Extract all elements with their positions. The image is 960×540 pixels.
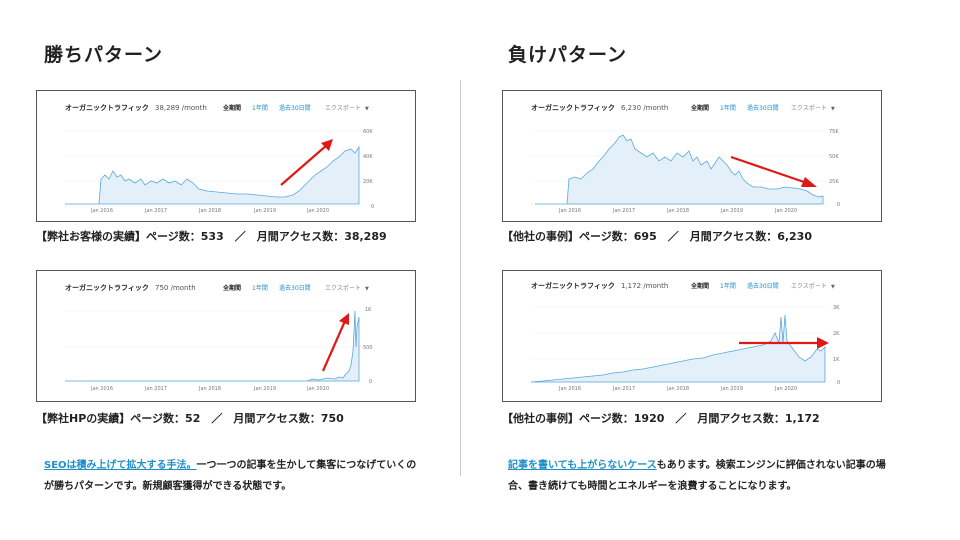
x-tick: Jan 2018	[198, 386, 221, 392]
tab-last-30-days[interactable]: 過去30日間	[747, 282, 779, 290]
traffic-area	[530, 314, 826, 383]
left-description: SEOは積み上げて拡大する手法。一つ一つの記事を生かして集客につなげていくのが勝…	[44, 455, 424, 497]
chevron-down-icon[interactable]: ▼	[831, 284, 835, 290]
tab-one-year[interactable]: 1年間	[720, 104, 736, 112]
chart-gridlines	[65, 310, 359, 382]
y-tick: 2K	[833, 331, 840, 337]
x-tick: Jan 2018	[666, 208, 689, 214]
tab-last-30-days[interactable]: 過去30日間	[279, 284, 311, 292]
chart-value: 38,289 /month	[155, 104, 207, 112]
export-dropdown[interactable]: エクスポート	[325, 284, 361, 292]
arrow-head	[817, 337, 829, 349]
y-tick: 1K	[365, 307, 372, 313]
arrow-head	[339, 313, 349, 325]
chevron-down-icon[interactable]: ▼	[831, 106, 835, 112]
chevron-down-icon[interactable]: ▼	[365, 106, 369, 112]
y-tick: 40K	[363, 154, 373, 160]
chart-title: オーガニックトラフィック	[531, 103, 615, 112]
traffic-chart-card-left-top: オーガニックトラフィック 38,289 /month 全期間 1年間 過去30日…	[36, 90, 416, 222]
tab-all-period[interactable]: 全期間	[690, 282, 709, 290]
y-tick: 60K	[363, 129, 373, 135]
traffic-chart-card-left-bottom: オーガニックトラフィック 750 /month 全期間 1年間 過去30日間 エ…	[36, 270, 416, 402]
x-tick: Jan 2019	[253, 386, 276, 392]
chart-title: オーガニックトラフィック	[531, 281, 615, 290]
x-tick: Jan 2017	[144, 386, 167, 392]
y-tick: 25K	[829, 179, 839, 185]
x-tick: Jan 2016	[558, 208, 581, 214]
y-tick: 3K	[833, 305, 840, 311]
right-description: 記事を書いても上がらないケースもあります。検索エンジンに評価されない記事の場合、…	[508, 455, 900, 497]
x-tick: Jan 2019	[253, 208, 276, 214]
right-description-text: もあります。検索エンジンに評価されない記事の場合、書き続けても時間とエネルギーを…	[508, 460, 886, 492]
y-tick: 0	[837, 380, 840, 386]
tab-last-30-days[interactable]: 過去30日間	[279, 104, 311, 112]
x-tick: Jan 2020	[306, 386, 329, 392]
y-tick: 20K	[363, 179, 373, 185]
y-tick: 75K	[829, 129, 839, 135]
left-description-text: 一つ一つの記事を生かして集客につなげていくのが勝ちパターンです。新規顧客獲得がで…	[44, 460, 417, 492]
chart-value: 6,230 /month	[621, 104, 668, 112]
tab-all-period[interactable]: 全期間	[222, 104, 241, 112]
x-tick: Jan 2019	[720, 386, 743, 392]
chart-value: 1,172 /month	[621, 282, 668, 290]
export-dropdown[interactable]: エクスポート	[325, 104, 361, 112]
tab-one-year[interactable]: 1年間	[252, 104, 268, 112]
chart-title: オーガニックトラフィック	[65, 283, 149, 292]
tab-one-year[interactable]: 1年間	[720, 282, 736, 290]
left-highlight-link[interactable]: SEOは積み上げて拡大する手法。	[44, 460, 197, 471]
y-tick: 0	[837, 202, 840, 208]
arrow-head	[321, 139, 333, 151]
tab-all-period[interactable]: 全期間	[222, 284, 241, 292]
chart-caption: 【弊社HPの実績】ページ数：52 ／ 月間アクセス数：750	[36, 412, 344, 425]
trend-arrow	[730, 155, 808, 185]
x-tick: Jan 2018	[198, 208, 221, 214]
x-tick: Jan 2016	[558, 386, 581, 392]
tab-last-30-days[interactable]: 過去30日間	[747, 104, 779, 112]
x-tick: Jan 2018	[666, 386, 689, 392]
x-tick: Jan 2020	[774, 208, 797, 214]
chart-caption: 【他社の事例】ページ数：695 ／ 月間アクセス数：6,230	[502, 230, 812, 243]
x-tick: Jan 2019	[720, 208, 743, 214]
y-tick: 0	[371, 204, 374, 210]
chart-caption: 【弊社お客様の実績】ページ数：533 ／ 月間アクセス数：38,289	[36, 230, 387, 243]
arrow-head	[801, 177, 817, 187]
trend-arrow	[321, 320, 347, 372]
y-tick: 1K	[833, 357, 840, 363]
x-tick: Jan 2017	[612, 208, 635, 214]
traffic-area	[65, 145, 360, 205]
x-tick: Jan 2020	[774, 386, 797, 392]
traffic-area	[65, 310, 360, 382]
chart-title: オーガニックトラフィック	[65, 103, 149, 112]
chevron-down-icon[interactable]: ▼	[365, 286, 369, 292]
traffic-area	[535, 134, 824, 205]
export-dropdown[interactable]: エクスポート	[791, 282, 827, 290]
y-tick: 500	[363, 345, 373, 351]
traffic-chart-card-right-bottom: オーガニックトラフィック 1,172 /month 全期間 1年間 過去30日間…	[502, 270, 882, 402]
chart-caption: 【他社の事例】ページ数：1920 ／ 月間アクセス数：1,172	[502, 412, 820, 425]
y-tick: 0	[369, 379, 372, 385]
center-divider	[460, 80, 461, 476]
tab-all-period[interactable]: 全期間	[690, 104, 709, 112]
x-tick: Jan 2017	[612, 386, 635, 392]
x-tick: Jan 2017	[144, 208, 167, 214]
right-heading: 負けパターン	[508, 44, 628, 66]
x-tick: Jan 2016	[90, 208, 113, 214]
x-tick: Jan 2016	[90, 386, 113, 392]
right-highlight-link[interactable]: 記事を書いても上がらないケース	[508, 460, 657, 471]
tab-one-year[interactable]: 1年間	[252, 284, 268, 292]
x-tick: Jan 2020	[306, 208, 329, 214]
chart-value: 750 /month	[155, 284, 196, 292]
left-heading: 勝ちパターン	[44, 44, 164, 66]
export-dropdown[interactable]: エクスポート	[791, 104, 827, 112]
y-tick: 50K	[829, 154, 839, 160]
traffic-chart-card-right-top: オーガニックトラフィック 6,230 /month 全期間 1年間 過去30日間…	[502, 90, 882, 222]
trend-arrow	[280, 144, 328, 186]
